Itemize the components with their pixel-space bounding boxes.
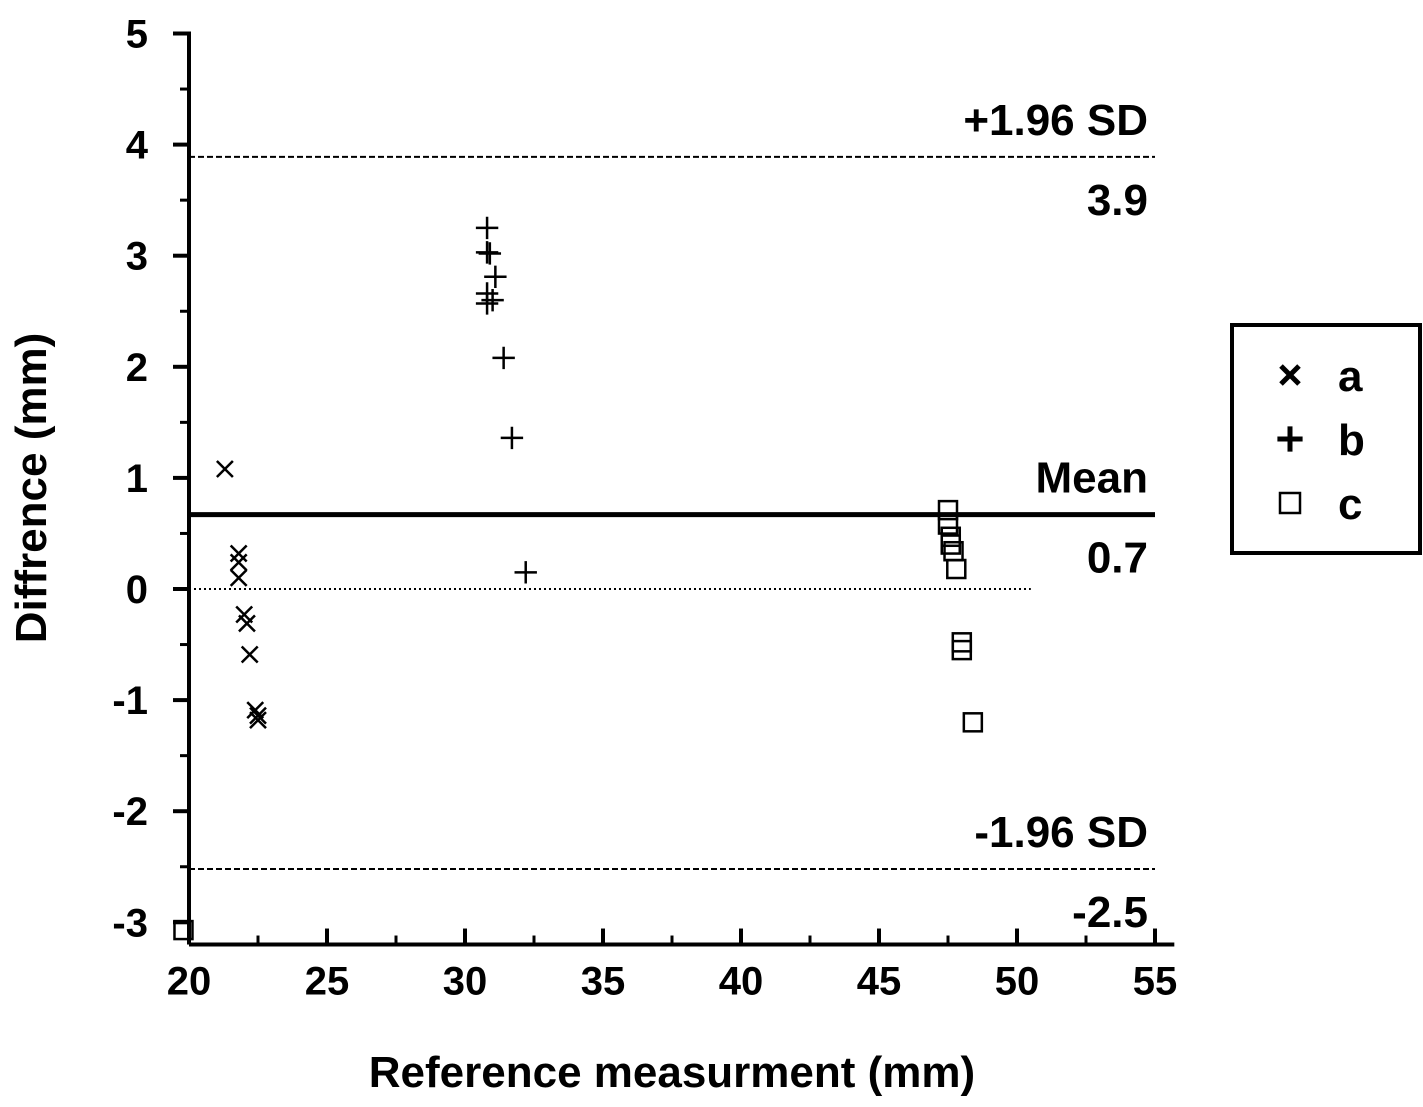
- y-tick-label: 3: [126, 235, 148, 279]
- square-marker: [937, 514, 959, 535]
- x-marker: [215, 460, 234, 478]
- x-marker: [249, 706, 267, 725]
- reference-line-value: 3.9: [1087, 176, 1148, 225]
- x-marker: [229, 544, 248, 563]
- x-marker: [1279, 364, 1301, 386]
- plus-marker: [492, 346, 515, 370]
- reference-line-label: Mean: [1036, 454, 1148, 503]
- legend-item-c: c: [1278, 480, 1362, 529]
- x-tick-label: 40: [719, 960, 764, 1004]
- y-tick-label: -3: [112, 901, 148, 945]
- square-marker: [951, 639, 973, 661]
- y-tick-label: 0: [126, 568, 148, 612]
- legend-item-a: a: [1279, 352, 1363, 401]
- y-tick-label: 4: [126, 124, 149, 168]
- reference-line-value: -2.5: [1072, 888, 1148, 937]
- x-marker: [246, 701, 265, 719]
- y-tick-label: 1: [126, 457, 148, 501]
- square-marker: [1278, 491, 1302, 515]
- plus-marker: [500, 426, 524, 450]
- y-tick-label: 5: [126, 13, 148, 57]
- legend-item-b: b: [1277, 416, 1365, 465]
- y-tick-label: -2: [112, 790, 148, 834]
- plus-marker: [484, 265, 507, 289]
- square-marker: [962, 712, 984, 733]
- square-marker: [946, 558, 967, 580]
- legend: abc: [1230, 323, 1422, 555]
- plus-marker: [475, 292, 499, 315]
- reference-line-label: -1.96 SD: [974, 808, 1148, 857]
- x-marker: [229, 553, 248, 572]
- y-axis-label: Diffrence (mm): [7, 333, 56, 644]
- plus-marker: [1277, 426, 1303, 452]
- plus-marker: [478, 242, 502, 265]
- series-b: [475, 216, 537, 584]
- x-marker: [238, 614, 256, 633]
- x-tick-label: 30: [443, 960, 488, 1004]
- legend-label: a: [1338, 352, 1363, 401]
- y-tick-label: 2: [126, 346, 148, 390]
- square-marker: [940, 534, 962, 555]
- reference-line-value: 0.7: [1087, 534, 1148, 583]
- legend-label: b: [1338, 416, 1365, 465]
- legend-box: [1230, 323, 1422, 555]
- x-tick-label: 35: [581, 960, 626, 1004]
- square-marker: [937, 499, 959, 521]
- x-tick-label: 25: [305, 960, 350, 1004]
- x-marker: [249, 711, 267, 729]
- x-tick-label: 20: [167, 960, 212, 1004]
- square-marker: [173, 919, 194, 941]
- plus-marker: [481, 288, 504, 312]
- series-c: [173, 499, 984, 941]
- legend-label: c: [1338, 480, 1362, 529]
- x-marker: [229, 569, 248, 587]
- y-tick-label: -1: [112, 679, 148, 723]
- plus-marker: [475, 216, 499, 240]
- x-marker: [240, 645, 259, 664]
- x-axis-label: Reference measurment (mm): [369, 1048, 975, 1097]
- series-a: [215, 460, 267, 729]
- x-tick-label: 55: [1133, 960, 1178, 1004]
- x-tick-label: 50: [995, 960, 1040, 1004]
- x-tick-label: 45: [857, 960, 902, 1004]
- plus-marker: [514, 561, 537, 584]
- reference-line-label: +1.96 SD: [963, 96, 1148, 145]
